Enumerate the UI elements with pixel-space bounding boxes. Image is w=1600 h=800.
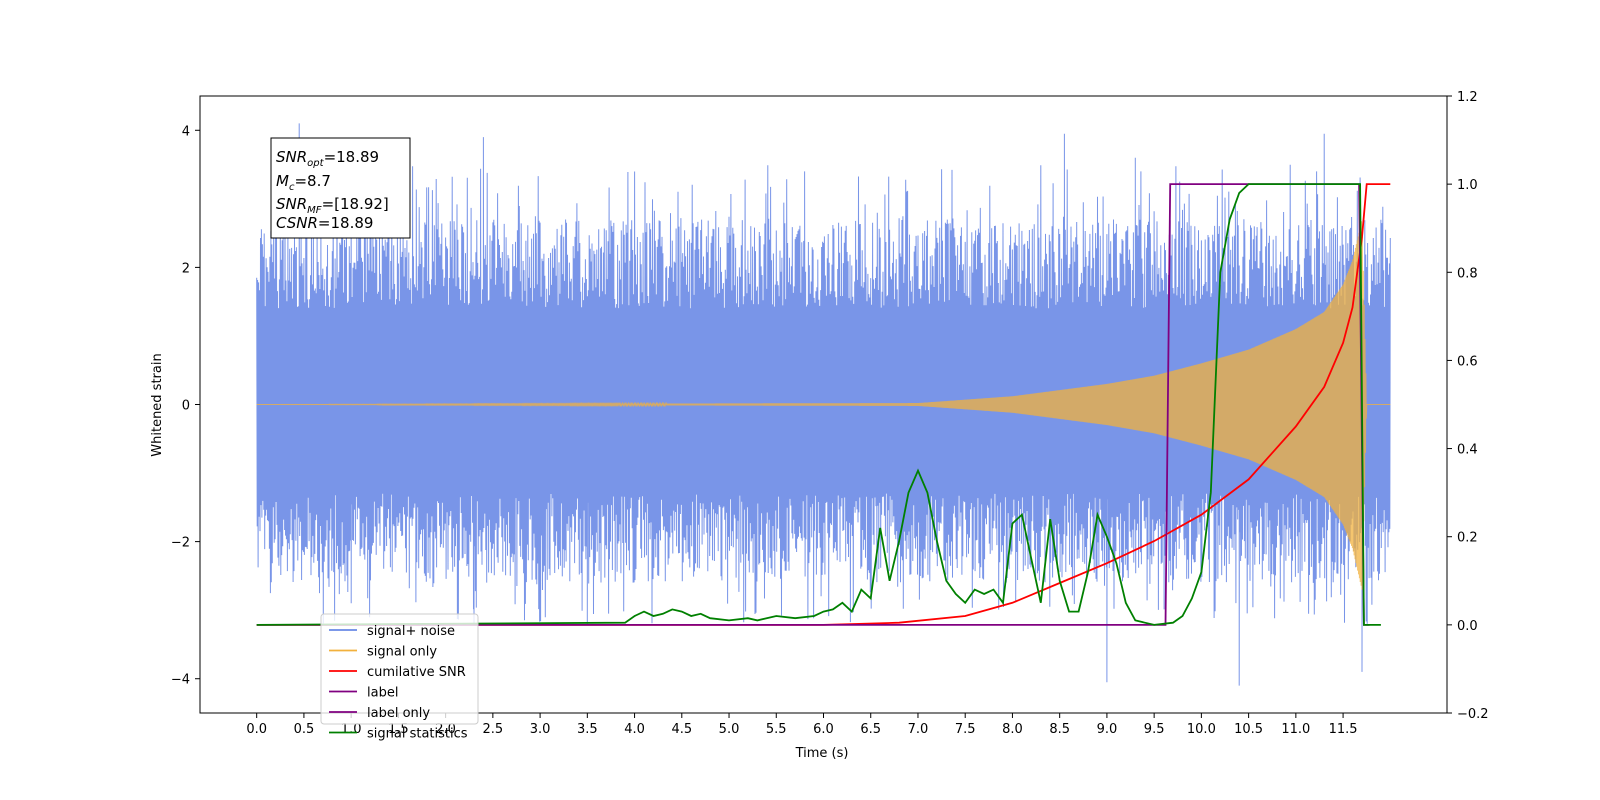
x-tick-label: 5.5	[766, 722, 787, 737]
x-tick-label: 0.5	[294, 722, 315, 737]
x-tick-label: 9.0	[1097, 722, 1118, 737]
x-tick-label: 7.0	[908, 722, 929, 737]
x-tick-label: 4.0	[624, 722, 645, 737]
legend: signal+ noise signal only cumilative SNR la…	[320, 613, 479, 742]
y-left-tick-label: −4	[171, 673, 190, 688]
x-tick-label: 8.0	[1002, 722, 1023, 737]
y-left-tick-label: 4	[182, 124, 190, 139]
series-signal-noise	[256, 123, 1391, 686]
x-axis-label: Time (s)	[795, 746, 849, 761]
x-tick-label: 10.0	[1187, 722, 1216, 737]
series-cumilative-snr	[256, 183, 1391, 626]
x-tick-label: 1.5	[388, 722, 409, 737]
annotation-mc: Mc=8.7	[276, 172, 331, 193]
x-tick-label: 7.5	[955, 722, 976, 737]
annotation-frame	[270, 137, 411, 239]
x-tick-label: 0.0	[246, 722, 267, 737]
x-tick-label: 11.5	[1329, 722, 1358, 737]
x-tick-label: 9.5	[1144, 722, 1165, 737]
legend-label: cumilative SNR	[367, 665, 466, 680]
y-right-tick-label: 0.2	[1457, 531, 1478, 546]
x-tick-label: 11.0	[1281, 722, 1310, 737]
y-left-tick-label: −2	[171, 536, 190, 551]
y-right-tick-label: 0.8	[1457, 266, 1478, 281]
y-right-tick-label: 0.4	[1457, 443, 1478, 458]
legend-label: signal+ noise	[367, 624, 455, 639]
y-right-tick-label: 0.0	[1457, 619, 1478, 634]
x-tick-label: 5.0	[719, 722, 740, 737]
series-signal-statistics	[256, 183, 1381, 626]
x-tick-label: 6.0	[813, 722, 834, 737]
legend-label: signal statistics	[367, 727, 468, 742]
annotation-box: SNRopt=18.89 Mc=8.7 SNRMF=[18.92] CSNR=1…	[270, 137, 411, 239]
legend-label: label only	[367, 706, 430, 721]
annotation-snr-opt: SNRopt=18.89	[276, 148, 379, 169]
annotation-csnr: CSNR=18.89	[276, 214, 373, 232]
y-right-tick-label: −0.2	[1457, 707, 1489, 722]
x-tick-label: 10.5	[1234, 722, 1263, 737]
legend-entries: signal+ noise signal only cumilative SNR la…	[329, 624, 468, 742]
legend-label: label	[367, 686, 398, 701]
x-tick-label: 3.0	[530, 722, 551, 737]
x-tick-label: 6.5	[860, 722, 881, 737]
annotation-snr-mf: SNRMF=[18.92]	[276, 195, 389, 216]
series-signal-only	[256, 221, 1391, 590]
axes-frame	[199, 95, 1448, 714]
x-tick-label: 4.5	[671, 722, 692, 737]
y-right-tick-label: 1.2	[1457, 90, 1478, 105]
x-tick-label: 8.5	[1049, 722, 1070, 737]
legend-frame	[320, 613, 479, 725]
y-axis-label: Whitened strain	[150, 353, 165, 456]
y-left-tick-label: 0	[182, 399, 190, 414]
legend-label: signal only	[367, 645, 437, 660]
x-axis-ticks: 0.0 0.5 1.0 1.5 2.0 2.5 3.0 3.5 4.0 4.5 5.0 5.5 6.0 6…	[246, 713, 1358, 737]
y-right-tick-label: 0.6	[1457, 354, 1478, 369]
y-left-tick-label: 2	[182, 261, 190, 276]
x-tick-label: 2.0	[435, 722, 456, 737]
y-axis-right-ticks: 1.2 1.0 0.8 0.6 0.4 0.2 0.0 −0.2	[1447, 90, 1489, 722]
x-tick-label: 2.5	[483, 722, 504, 737]
y-right-tick-label: 1.0	[1457, 178, 1478, 193]
y-axis-left-ticks: 4 2 0 −2 −4	[171, 124, 200, 688]
plot-area	[256, 123, 1391, 686]
x-tick-label: 3.5	[577, 722, 598, 737]
